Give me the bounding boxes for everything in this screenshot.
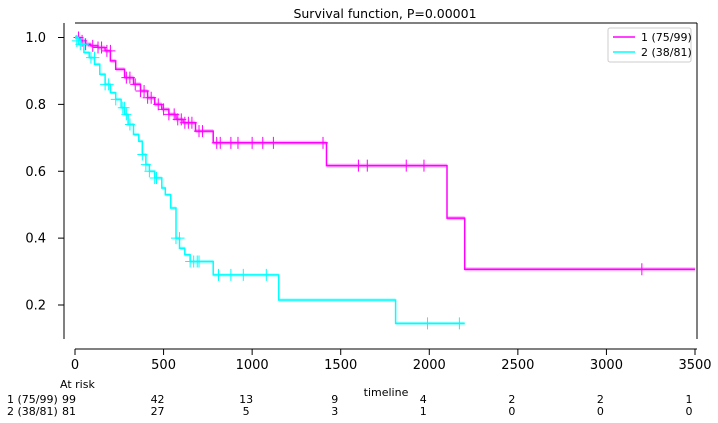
censor-mark [225, 268, 236, 281]
censor-mark [636, 263, 647, 276]
censor-mark [124, 71, 135, 84]
series-2-step-line [75, 36, 465, 325]
at-risk-header: At risk [60, 378, 95, 391]
censor-mark [362, 159, 373, 172]
y-tick-label: 0.8 [25, 98, 46, 113]
censor-mark [215, 136, 226, 149]
at-risk-row-label-2: 2 (38/81) [7, 405, 58, 418]
censor-mark [87, 39, 98, 52]
censor-mark [268, 136, 279, 149]
y-tick-label: 0.6 [25, 165, 46, 180]
at-risk-row-label-1: 1 (75/99) [7, 393, 58, 406]
censor-mark [124, 118, 135, 131]
censor-mark [110, 93, 121, 106]
series-2 [71, 34, 465, 330]
censor-mark [194, 255, 204, 268]
series-1-ci-band [75, 35, 695, 272]
at-risk-count: 1 [686, 393, 693, 406]
censor-mark [353, 159, 364, 172]
censor-mark [96, 41, 107, 54]
series-layer [71, 31, 695, 330]
at-risk-count: 4 [420, 393, 427, 406]
at-risk-count: 99 [62, 393, 76, 406]
axes [63, 22, 698, 350]
at-risk-count: 3 [331, 405, 338, 418]
censor-mark [418, 159, 429, 172]
y-ticks: 0.2 0.4 0.6 0.8 1.0 [25, 31, 64, 314]
legend-label-series-2: 2 (38/81) [641, 46, 692, 59]
y-tick-label: 0.4 [25, 232, 46, 247]
censor-mark [197, 125, 208, 138]
censor-mark [261, 268, 272, 281]
censor-mark [146, 91, 157, 104]
at-risk-count: 9 [331, 393, 338, 406]
censor-mark [144, 165, 155, 178]
series-1 [73, 31, 695, 276]
x-tick-label: 1000 [236, 358, 269, 373]
censor-mark [78, 38, 89, 51]
censor-mark [89, 51, 100, 64]
y-tick-label: 0.2 [25, 299, 46, 314]
x-tick-label: 500 [151, 358, 176, 373]
chart-title: Survival function, P=0.00001 [293, 6, 476, 21]
censor-mark [232, 136, 243, 149]
x-tick-label: 0 [71, 358, 79, 373]
censor-mark [257, 136, 268, 149]
censor-mark [422, 317, 433, 330]
censor-mark [119, 101, 130, 114]
censor-mark [238, 268, 249, 281]
censor-mark [401, 159, 412, 172]
censor-mark [174, 232, 185, 245]
at-risk-count: 81 [62, 405, 76, 418]
censor-mark [247, 136, 258, 149]
censor-mark [454, 317, 465, 330]
at-risk-count: 13 [239, 393, 253, 406]
censor-mark [137, 148, 148, 161]
legend-label-series-1: 1 (75/99) [641, 31, 692, 44]
censor-mark [139, 85, 150, 97]
x-tick-label: 2500 [501, 358, 534, 373]
censor-mark [153, 98, 164, 111]
censor-mark [105, 44, 116, 57]
at-risk-count: 0 [686, 405, 693, 418]
at-risk-count: 27 [151, 405, 165, 418]
x-tick-label: 2000 [413, 358, 446, 373]
at-risk-counts: 99 42 13 9 4 2 2 181 27 5 3 1 0 0 0 [62, 393, 693, 418]
series-1-step-line [75, 36, 695, 270]
x-axis-label: timeline [364, 386, 409, 399]
at-risk-count: 2 [508, 393, 515, 406]
censor-mark [151, 171, 162, 184]
censor-mark [103, 78, 114, 91]
legend: 1 (75/99) 2 (38/81) [607, 27, 692, 63]
censor-mark [186, 116, 197, 129]
x-ticks: 0 500 1000 1500 2000 2500 3000 3500 [71, 349, 712, 373]
at-risk-count: 2 [597, 393, 604, 406]
x-tick-label: 3500 [678, 358, 711, 373]
censor-mark [318, 136, 328, 149]
censor-mark [121, 108, 132, 121]
at-risk-count: 5 [243, 405, 250, 418]
at-risk-count: 0 [508, 405, 515, 418]
at-risk-count: 0 [597, 405, 604, 418]
censor-mark [158, 103, 169, 116]
censor-mark [130, 78, 141, 91]
censor-mark [213, 268, 224, 281]
at-risk-table: At risk 1 (75/99) 2 (38/81) 99 42 13 9 4 2 2 18… [7, 378, 693, 418]
at-risk-count: 1 [420, 405, 427, 418]
x-tick-label: 3000 [590, 358, 623, 373]
at-risk-count: 42 [151, 393, 165, 406]
y-tick-label: 1.0 [25, 31, 46, 46]
censor-mark [140, 158, 151, 171]
x-tick-label: 1500 [324, 358, 357, 373]
